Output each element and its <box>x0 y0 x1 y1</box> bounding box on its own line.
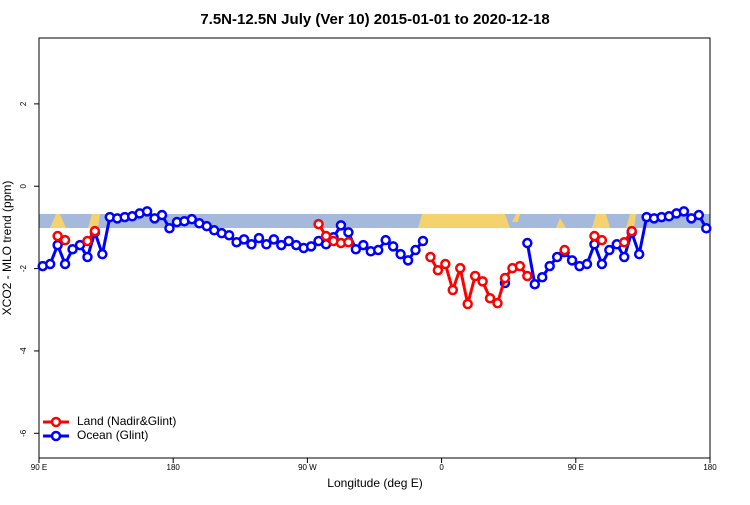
data-point <box>604 244 615 256</box>
data-point <box>44 258 56 270</box>
data-point <box>82 251 93 263</box>
legend-marker <box>50 416 62 428</box>
data-point <box>581 258 593 270</box>
data-point <box>499 272 511 284</box>
data-point <box>387 241 399 252</box>
data-point <box>276 239 287 251</box>
data-point <box>619 236 630 248</box>
data-point <box>693 209 705 221</box>
data-point <box>484 292 496 304</box>
data-point <box>596 234 608 246</box>
data-point <box>544 260 555 272</box>
data-point <box>417 235 429 247</box>
data-point <box>529 278 541 290</box>
y-tick-label: 2 <box>19 101 28 106</box>
legend-label: Land (Nadir&Glint) <box>77 414 176 428</box>
data-point <box>589 230 600 242</box>
data-point <box>52 230 63 242</box>
land-patch <box>626 214 636 228</box>
data-point <box>477 276 488 287</box>
data-point <box>313 218 324 230</box>
land-patch <box>592 214 610 228</box>
data-point <box>74 239 86 251</box>
data-point <box>164 222 175 234</box>
data-point <box>514 260 526 272</box>
data-point <box>358 239 369 251</box>
land-patch <box>418 214 510 228</box>
data-point <box>343 236 354 248</box>
data-point <box>596 258 608 270</box>
data-point <box>410 244 421 256</box>
data-point <box>619 251 630 263</box>
data-point <box>492 297 503 309</box>
data-point <box>89 225 101 237</box>
data-point <box>395 248 406 260</box>
y-axis-label: XCO2 - MLO trend (ppm) <box>0 181 14 316</box>
x-tick-label: 0 <box>439 463 444 472</box>
legend-marker <box>50 430 62 442</box>
data-point <box>551 251 563 263</box>
data-point <box>454 262 466 274</box>
data-point <box>701 222 712 234</box>
data-point <box>522 270 533 282</box>
data-point <box>566 255 578 266</box>
data-point <box>156 209 168 221</box>
data-point <box>425 251 436 263</box>
data-point <box>633 248 645 260</box>
data-point <box>223 229 235 241</box>
data-point <box>440 258 451 270</box>
data-point <box>305 241 317 252</box>
y-tick-label: 0 <box>19 183 28 188</box>
data-point <box>335 220 347 231</box>
data-point <box>141 206 153 217</box>
data-point <box>372 244 384 256</box>
land-patch <box>88 214 100 228</box>
data-point <box>380 234 391 246</box>
legend-label: Ocean (Glint) <box>77 428 148 442</box>
data-point <box>447 284 459 296</box>
land-patch <box>512 214 520 222</box>
x-tick-label: 90 W <box>298 463 317 472</box>
data-point <box>537 271 548 283</box>
land-patch <box>556 218 566 228</box>
data-point <box>67 243 78 255</box>
x-tick-label: 90 E <box>568 463 584 472</box>
data-point <box>283 235 295 247</box>
y-tick-label: -2 <box>19 264 28 272</box>
data-point <box>678 206 690 217</box>
data-point <box>253 232 265 244</box>
data-point <box>59 258 71 270</box>
data-point <box>469 270 481 282</box>
land-patch <box>50 214 66 228</box>
data-point <box>343 227 354 238</box>
data-point <box>261 239 272 250</box>
data-point <box>201 220 212 232</box>
x-axis-label: Longitude (deg E) <box>327 476 422 490</box>
data-point <box>350 243 362 255</box>
x-tick-label: 180 <box>703 463 717 472</box>
data-point <box>97 248 108 260</box>
data-point <box>238 234 250 245</box>
data-point <box>402 255 414 266</box>
data-point <box>268 234 280 245</box>
y-tick-label: -4 <box>19 347 28 355</box>
data-point <box>320 230 332 242</box>
data-point <box>559 244 570 256</box>
data-point <box>246 239 257 250</box>
plot-box <box>38 37 711 459</box>
data-point <box>626 225 637 237</box>
data-point <box>432 264 444 276</box>
data-point <box>462 298 473 310</box>
data-point <box>186 213 198 225</box>
y-tick-label: -6 <box>19 429 28 437</box>
data-point <box>522 237 533 249</box>
x-tick-label: 180 <box>167 463 181 472</box>
data-point <box>59 234 71 246</box>
data-point <box>82 235 93 247</box>
x-tick-label: 90 E <box>31 463 47 472</box>
chart-title: 7.5N-12.5N July (Ver 10) 2015-01-01 to 2… <box>200 11 549 28</box>
